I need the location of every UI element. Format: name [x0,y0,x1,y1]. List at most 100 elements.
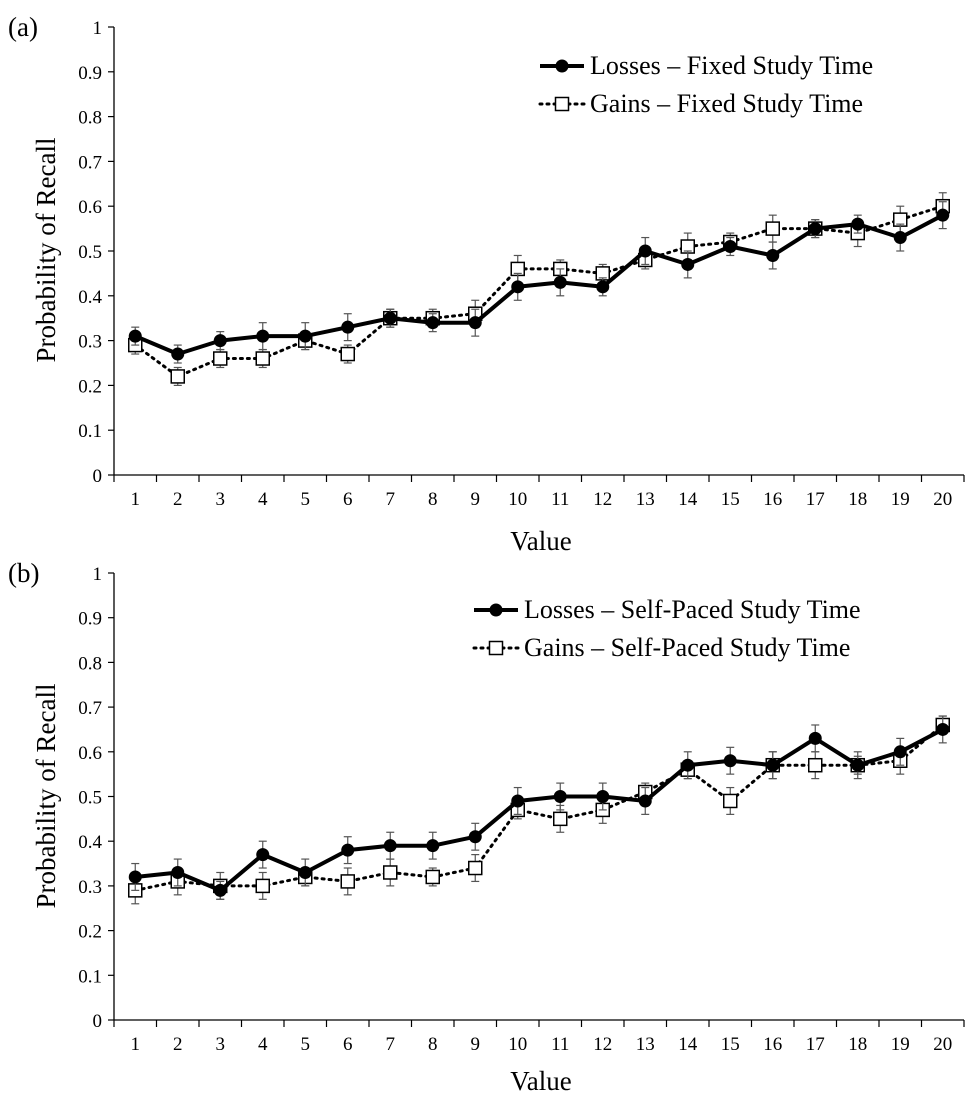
panel-label: (b) [8,558,39,588]
data-point [468,860,483,876]
data-point [766,758,780,772]
x-tick-label: 16 [763,1034,782,1055]
panel-label: (a) [8,12,38,42]
data-point [170,369,185,384]
x-tick-label: 19 [891,489,910,510]
x-tick-label: 11 [551,489,569,510]
x-tick-label: 18 [848,1034,867,1055]
x-tick-label: 15 [721,489,740,510]
x-tick-label: 5 [301,489,311,510]
data-point [681,257,695,271]
data-point [255,351,270,366]
data-point [808,757,823,773]
series-line [133,723,945,892]
x-tick-label: 2 [173,489,183,510]
data-point [851,758,865,772]
x-tick-label: 13 [636,1034,655,1055]
legend-label: Losses – Self-Paced Study Time [524,595,861,624]
legend-marker [555,59,569,73]
legend-label: Losses – Fixed Study Time [590,51,873,80]
data-point [425,869,440,885]
x-tick-label: 10 [508,1034,527,1055]
y-tick-label: 0 [93,466,103,487]
x-tick-label: 14 [678,1034,698,1055]
data-point [341,843,355,857]
data-point [851,217,865,231]
y-tick-label: 0.9 [78,609,102,630]
data-point [213,883,227,897]
panel-b: (b) Probability of Recall Value 00.10.20… [8,558,965,1096]
y-tick-label: 0.1 [78,966,102,987]
legend-item: Losses – Self-Paced Study Time [474,595,861,624]
x-tick-label: 3 [216,1034,226,1055]
legend-item: Losses – Fixed Study Time [540,51,873,80]
y-tick-label: 0.9 [78,63,102,84]
y-ticks: 0 0.1 0.2 0.3 0.4 0.5 0.6 0.7 0.8 0.9 1 [78,18,114,487]
y-tick-label: 0.2 [78,922,102,943]
data-point [511,794,525,808]
series-line [135,727,944,893]
data-point [766,248,780,262]
x-tick-label: 3 [216,489,226,510]
data-point [256,329,270,343]
data-point [723,754,737,768]
y-axis-title: Probability of Recall [31,138,61,363]
x-ticks: 1 2 3 4 5 6 7 8 9 10 11 12 13 14 15 16 17 18 19 20 [113,475,965,510]
x-ticks: 1 2 3 4 5 6 7 8 9 10 11 12 13 14 15 16 17 18 19 20 [113,1020,965,1055]
legend: Losses – Self-Paced Study Time Gains – Se… [472,595,861,662]
data-point [426,839,440,853]
x-tick-label: 20 [933,489,952,510]
data-point [298,865,312,879]
series-gains [128,192,950,386]
data-point [340,346,355,362]
data-point [255,878,270,894]
series-losses [128,201,950,364]
legend-marker [554,96,570,112]
y-tick-label: 0.7 [78,152,102,173]
data-point [426,316,440,330]
x-tick-label: 20 [933,1034,952,1055]
data-point [893,745,907,759]
panel-a: (a) Probability of Recall Value 00.10.20… [8,12,965,556]
x-tick-label: 12 [593,1034,612,1055]
x-tick-label: 8 [428,1034,438,1055]
y-tick-label: 0.4 [78,287,102,308]
data-point [638,794,652,808]
x-tick-label: 1 [131,489,141,510]
y-tick-label: 0.4 [78,832,102,853]
y-tick-label: 0.5 [78,788,102,809]
x-tick-label: 1 [131,1034,141,1055]
y-tick-label: 0.3 [78,877,102,898]
series-line [134,213,944,356]
y-tick-label: 0.2 [78,376,102,397]
data-point [213,334,227,348]
data-point [298,329,312,343]
y-tick-label: 0.1 [78,421,102,442]
y-tick-label: 0.5 [78,242,102,263]
x-tick-label: 12 [593,489,612,510]
y-tick-label: 1 [93,564,103,585]
x-tick-label: 4 [258,1034,268,1055]
legend-marker [488,640,504,656]
plot-area [128,715,950,905]
data-point [256,848,270,862]
data-point [128,870,142,884]
data-point [383,839,397,853]
data-point [553,811,568,827]
data-point [596,280,610,294]
data-point [341,320,355,334]
x-tick-label: 4 [258,489,268,510]
data-point [723,240,737,254]
y-tick-label: 0.8 [78,108,102,129]
data-point [638,244,652,258]
x-tick-label: 2 [173,1034,183,1055]
plot-area [128,192,950,386]
x-tick-label: 6 [343,1034,353,1055]
data-point [808,222,822,236]
data-point [596,790,610,803]
x-tick-label: 10 [508,489,527,510]
data-point [383,865,398,880]
x-tick-label: 7 [386,489,396,510]
